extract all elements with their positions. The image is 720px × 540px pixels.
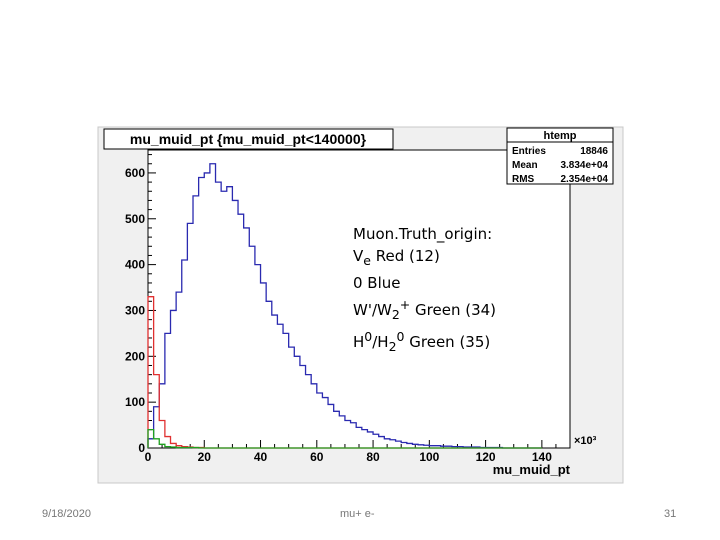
y-tick-label: 0 <box>138 441 145 455</box>
x-tick-label: 100 <box>419 450 439 464</box>
legend-line-green-h: H0/H20 Green (35) <box>353 329 491 354</box>
y-tick-label: 100 <box>125 395 145 409</box>
footer-page-number: 31 <box>664 508 677 520</box>
x-tick-label: 60 <box>310 450 324 464</box>
histogram-series-2 <box>147 429 542 449</box>
y-tick-label: 200 <box>125 349 145 363</box>
stats-value: 3.834e+04 <box>560 160 608 171</box>
stats-label: Mean <box>512 160 538 171</box>
legend-annotation: Muon.Truth_origin: Ve Red (12) 0 Blue W'… <box>353 223 496 358</box>
stats-label: Entries <box>512 146 546 157</box>
x-tick-label: 120 <box>476 450 496 464</box>
x-tick-label: 20 <box>198 450 212 464</box>
y-tick-label: 500 <box>125 212 145 226</box>
histogram-series-0 <box>147 163 542 449</box>
x-tick-label: 80 <box>366 450 380 464</box>
stats-value: 2.354e+04 <box>560 174 608 185</box>
x-axis-exponent: ×10³ <box>574 435 597 447</box>
legend-line-header: Muon.Truth_origin: <box>353 225 493 243</box>
x-tick-label: 40 <box>254 450 268 464</box>
footer-date: 9/18/2020 <box>42 508 91 520</box>
stats-value: 18846 <box>580 146 608 157</box>
x-tick-label: 0 <box>145 450 152 464</box>
x-tick-label: 140 <box>532 450 552 464</box>
legend-line-red: Ve Red (12) <box>353 247 440 268</box>
legend-line-blue: 0 Blue <box>353 274 401 292</box>
y-tick-label: 600 <box>125 166 145 180</box>
chart-title: mu_muid_pt {mu_muid_pt<140000} <box>130 131 367 147</box>
footer-center: mu+ e- <box>340 508 375 520</box>
stats-label: RMS <box>512 174 535 185</box>
stats-title: htemp <box>544 130 577 142</box>
stats-box: htemp Entries 18846 Mean 3.834e+04 RMS 2.354e… <box>506 127 614 185</box>
y-tick-label: 400 <box>125 258 145 272</box>
title-box <box>103 128 394 150</box>
x-axis-label: mu_muid_pt <box>493 462 571 477</box>
plot-pad <box>147 149 571 449</box>
y-tick-label: 300 <box>125 303 145 317</box>
legend-line-green-w: W'/W2+ Green (34) <box>353 297 497 322</box>
